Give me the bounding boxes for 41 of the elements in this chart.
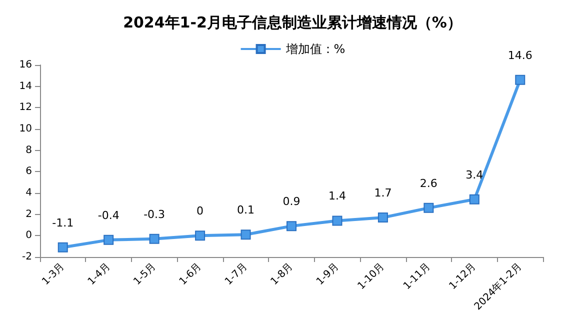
x-tick-label: 1-7月	[223, 261, 250, 288]
legend-label: 增加值：%	[284, 42, 346, 56]
data-label: -0.3	[144, 208, 166, 221]
point	[195, 230, 206, 241]
x-tick-label: 1-3月	[40, 261, 67, 288]
point	[286, 221, 296, 232]
y-tick-label: -2	[22, 252, 32, 262]
x-tick-label: 1-8月	[269, 261, 296, 288]
x-tick-label: 1-9月	[314, 261, 342, 288]
point	[378, 212, 388, 223]
y-tick-label: 6	[26, 166, 32, 178]
x-tick-label: 1-6月	[178, 261, 204, 288]
point	[424, 202, 434, 213]
data-label: -1.1	[52, 216, 74, 230]
data-label: 0.9	[282, 195, 300, 208]
point	[104, 234, 114, 245]
data-label: -0.4	[98, 208, 120, 222]
data-label: 0	[196, 204, 204, 218]
y-tick-label: 4	[26, 188, 32, 198]
data-label: 3.4	[466, 168, 484, 182]
data-label: 0.1	[237, 204, 255, 217]
y-tick-label: 16	[19, 60, 32, 70]
point	[240, 230, 251, 240]
y-tick-label: 2	[26, 208, 32, 220]
x-tick-label: 1-4月	[86, 261, 112, 288]
point	[58, 242, 68, 252]
y-tick-label: 14	[19, 80, 32, 92]
data-label: 2.6	[420, 176, 438, 190]
y-tick-label: 10	[19, 124, 32, 134]
point	[149, 234, 160, 244]
y-tick-label: 0	[26, 230, 32, 242]
data-label: 14.6	[508, 48, 532, 62]
data-label: 1.7	[374, 186, 392, 200]
point	[332, 216, 342, 226]
x-tick-label: 1-5月	[132, 261, 158, 288]
point	[515, 74, 526, 85]
chart-title: 2024年1-2月电子信息制造业累计增速情况（%）	[123, 14, 462, 32]
point	[469, 194, 480, 204]
y-tick-label: 12	[19, 102, 32, 114]
data-label: 1.4	[328, 190, 346, 203]
y-tick-label: 8	[26, 144, 32, 156]
